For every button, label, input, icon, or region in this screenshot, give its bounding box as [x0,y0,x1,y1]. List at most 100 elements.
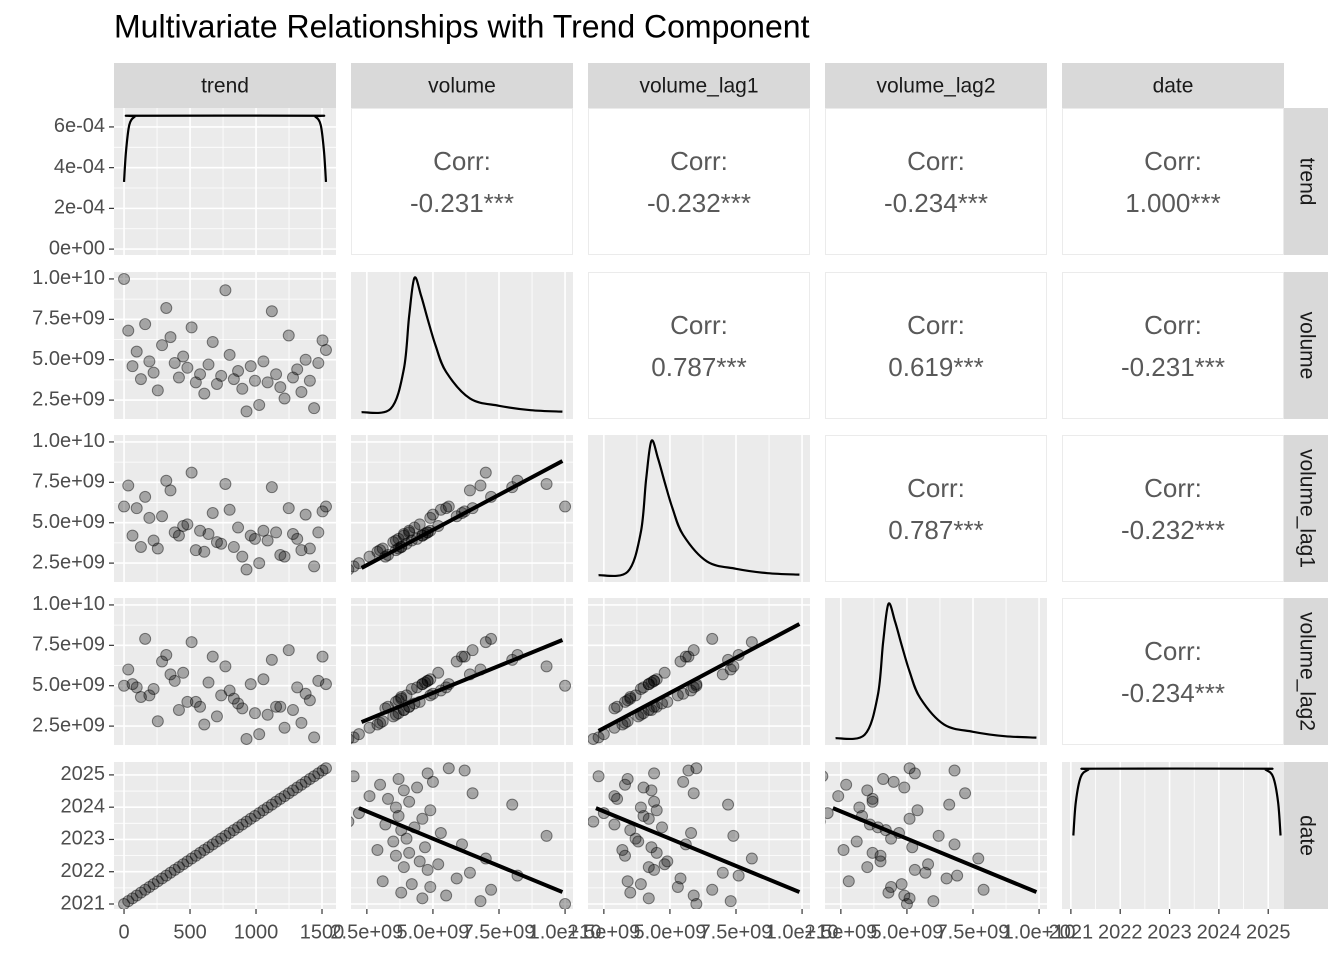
point [421,674,434,687]
x-tick-label: 500 [173,921,206,943]
x-tick-label: 5.0e+09 [396,921,469,943]
point [223,684,236,697]
point [588,815,600,828]
point [411,681,424,694]
point [397,528,410,541]
point [458,650,471,663]
point [270,368,283,381]
point [911,804,924,817]
density-line [1072,767,1282,836]
point [619,778,631,791]
point [189,849,202,862]
point [261,376,274,389]
corr-panel [588,108,810,255]
point [202,358,215,371]
point [308,560,321,573]
point [189,544,202,557]
corr-label: Corr: [1144,636,1202,666]
strip-label: date [1153,75,1194,98]
density-line [122,114,328,182]
point [648,674,661,687]
corr-panel [1062,108,1284,255]
corr-panel [588,272,810,419]
point [316,764,329,777]
point [303,374,316,387]
point [248,707,261,720]
point [416,678,429,691]
point [387,536,400,549]
point [540,477,553,490]
point [351,731,360,744]
point [650,673,663,686]
panel-bg [114,435,336,582]
point [877,773,890,786]
point [316,650,329,663]
point [122,324,135,337]
y-tick-label: 2024 [61,795,106,817]
point [282,502,295,515]
point [265,798,278,811]
point [898,781,911,794]
strip-label: date [1295,815,1318,856]
point [588,733,600,745]
point [168,356,181,369]
density-line [835,602,1037,741]
corr-panel [825,272,1047,419]
point [687,787,700,800]
point [442,762,455,775]
point [286,703,299,716]
point [319,678,332,691]
x-tick-label: 1.0e+10 [1003,921,1076,943]
point [181,361,194,374]
point [244,812,257,825]
point [403,524,416,537]
point [434,503,447,516]
point [312,674,325,687]
density-line [361,276,563,415]
point [236,382,249,395]
strip-bg [825,63,1047,108]
point [424,511,437,524]
point [261,534,274,547]
point [392,809,405,822]
point [308,402,321,415]
point [853,801,866,814]
point [363,721,376,734]
point [261,708,274,721]
points [825,762,990,909]
point [227,540,240,553]
point [253,398,266,411]
point [389,534,402,547]
fit-line [595,806,801,894]
corr-value: -0.231*** [410,188,514,218]
point [172,703,185,716]
point [397,861,410,874]
corr-value: 1.000*** [1125,188,1220,218]
strip-label: volume_lag2 [876,75,995,98]
point [411,781,424,794]
point [164,484,177,497]
point [308,770,321,783]
point [677,687,690,700]
point [160,302,173,315]
point [160,474,173,487]
point [185,636,198,649]
point [629,832,642,845]
point [210,835,223,848]
point [724,895,737,908]
point [206,650,219,663]
point [202,676,215,689]
point [629,689,642,702]
point [592,770,605,783]
y-tick-label: 5.0e+09 [32,348,105,370]
point [215,537,228,550]
point [274,549,287,562]
point [371,844,384,857]
point [164,668,177,681]
y-tick-label: 2021 [61,892,106,914]
point [172,861,185,874]
point [463,484,476,497]
point [248,532,261,545]
points [118,272,332,418]
point [219,477,232,490]
